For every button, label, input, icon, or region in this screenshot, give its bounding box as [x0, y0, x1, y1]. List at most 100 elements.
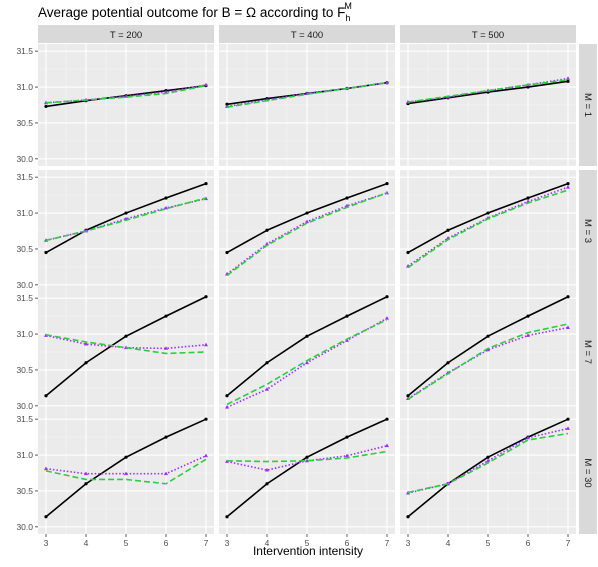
- series-line: [407, 432, 569, 494]
- data-point: [225, 250, 229, 255]
- chart-title-main: Average potential outcome for B = Ω acco…: [38, 5, 345, 20]
- data-point: [526, 435, 530, 440]
- data-point: [486, 458, 490, 463]
- column-strip-label: T = 500: [472, 30, 504, 41]
- chart-title-subscript: h: [345, 13, 350, 23]
- data-point: [526, 333, 530, 337]
- y-tick-label: 30.0: [16, 522, 33, 532]
- series-line: [226, 81, 388, 108]
- data-point: [225, 405, 229, 409]
- y-tick-label: 30.0: [16, 280, 33, 290]
- data-point: [526, 314, 530, 318]
- y-tick-label: 30.0: [16, 154, 33, 164]
- x-tick-label: 3: [225, 538, 230, 548]
- data-point: [124, 211, 128, 215]
- data-point: [385, 417, 389, 421]
- column-strip: [38, 25, 214, 43]
- panel: 30.0 30.5 31.0 31.5 3 4 5 6 7: [16, 412, 214, 548]
- data-point: [486, 211, 490, 215]
- data-point: [345, 453, 349, 458]
- y-tick-label: 31.0: [16, 208, 33, 218]
- panel: 30.0 30.5 31.0 31.5: [16, 291, 214, 413]
- column-strip: [400, 25, 576, 43]
- row-strip: [579, 412, 597, 534]
- data-point: [486, 334, 490, 338]
- row-strip-label: M = 1: [582, 93, 593, 117]
- panel: 30.0 30.5 31.0 31.5: [16, 44, 214, 166]
- y-tick-label: 31.5: [16, 293, 33, 303]
- column-strip: [219, 25, 395, 43]
- data-point: [406, 515, 410, 519]
- data-point: [526, 196, 530, 200]
- row-strip-label: M = 30: [582, 458, 593, 487]
- x-tick-label: 7: [204, 538, 209, 548]
- data-point: [486, 347, 490, 352]
- series-line: [45, 458, 207, 485]
- x-tick-label: 4: [265, 538, 270, 548]
- data-point: [124, 455, 128, 459]
- y-tick-label: 31.5: [16, 172, 33, 182]
- data-point: [486, 455, 490, 459]
- x-tick-label: 4: [84, 538, 89, 548]
- x-tick-label: 7: [566, 538, 571, 548]
- data-point: [84, 482, 88, 486]
- data-point: [164, 346, 168, 350]
- data-point: [204, 182, 208, 186]
- data-point: [164, 196, 168, 200]
- data-point: [124, 334, 128, 338]
- panel: 30.0 30.5 31.0 31.5: [16, 170, 214, 292]
- panel: [400, 291, 576, 413]
- data-point: [385, 182, 389, 186]
- data-point: [265, 228, 269, 232]
- data-point: [44, 466, 48, 471]
- row-strip-label: M = 3: [582, 219, 593, 243]
- data-point: [566, 76, 570, 80]
- data-point: [305, 219, 309, 224]
- data-point: [385, 316, 389, 320]
- data-point: [44, 250, 48, 255]
- row-strip: [579, 291, 597, 413]
- column-strip-label: T = 400: [291, 30, 323, 41]
- x-tick-label: 6: [164, 538, 169, 548]
- x-tick-label: 5: [486, 538, 491, 548]
- data-point: [84, 361, 88, 365]
- y-tick-label: 30.5: [16, 486, 33, 496]
- data-point: [305, 334, 309, 338]
- panel: 3 4 5 6 7: [219, 412, 395, 548]
- data-point: [406, 490, 410, 495]
- x-tick-label: 5: [305, 538, 310, 548]
- row-strip-label: M = 7: [582, 340, 593, 364]
- data-point: [225, 515, 229, 519]
- data-point: [84, 341, 88, 346]
- series-line: [407, 189, 569, 269]
- data-point: [305, 211, 309, 215]
- data-point: [265, 387, 269, 391]
- x-tick-label: 3: [44, 538, 49, 548]
- panel: [219, 44, 395, 166]
- data-point: [204, 295, 208, 299]
- panel: [219, 291, 395, 413]
- data-point: [204, 82, 208, 87]
- chart-title-superscript: M: [344, 1, 352, 11]
- data-point: [44, 394, 48, 398]
- series-line: [226, 318, 388, 406]
- data-point: [265, 467, 269, 472]
- data-point: [305, 455, 309, 459]
- data-point: [566, 426, 570, 430]
- series-line: [407, 427, 569, 494]
- series-line: [45, 197, 207, 242]
- data-point: [446, 228, 450, 232]
- y-tick-label: 31.5: [16, 414, 33, 424]
- y-tick-label: 31.0: [16, 450, 33, 460]
- x-tick-label: 4: [446, 538, 451, 548]
- data-point: [265, 482, 269, 486]
- data-point: [345, 338, 349, 342]
- x-tick-label: 3: [406, 538, 411, 548]
- data-point: [385, 443, 389, 448]
- data-point: [164, 205, 168, 210]
- data-point: [84, 471, 88, 476]
- y-tick-label: 30.5: [16, 244, 33, 254]
- column-strip-label: T = 200: [110, 30, 142, 41]
- data-point: [345, 196, 349, 200]
